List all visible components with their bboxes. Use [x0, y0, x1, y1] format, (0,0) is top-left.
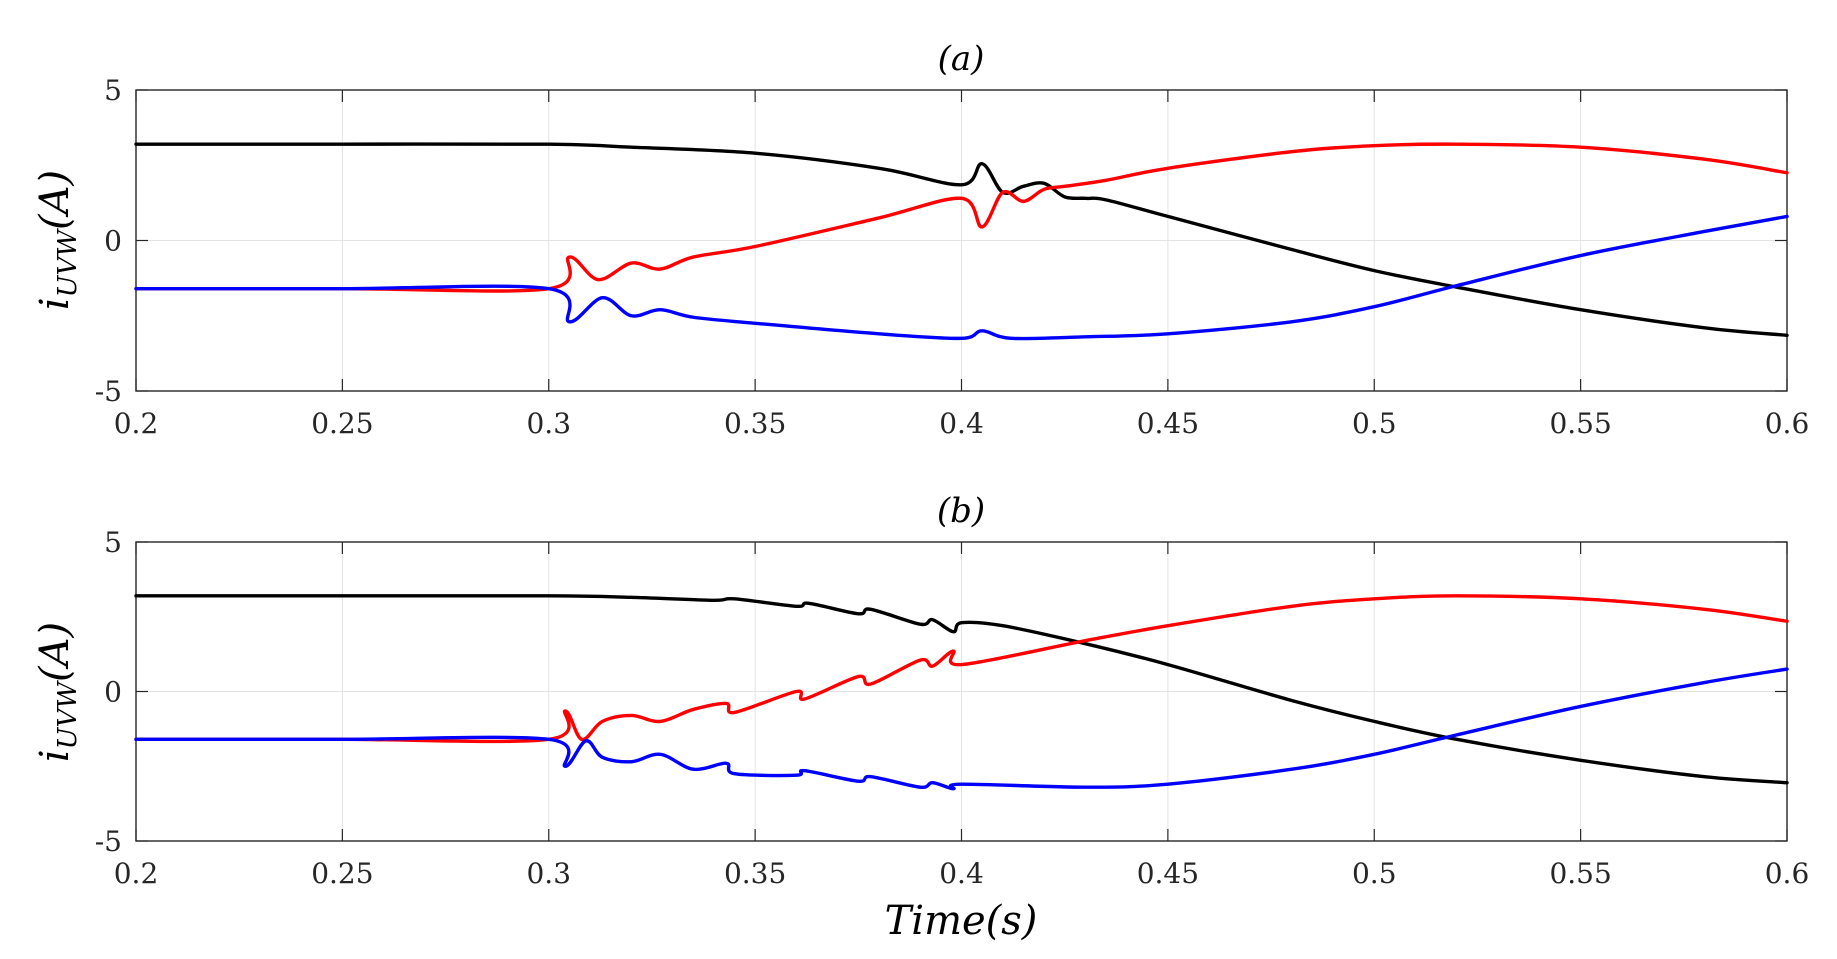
panel-b-x-tick-label: 0.2: [114, 857, 159, 890]
panel-b-x-axis-label: Time(s): [885, 898, 1038, 944]
panel-b-x-tick-label: 0.45: [1137, 857, 1199, 890]
panel-a-x-tick-label: 0.5: [1352, 407, 1397, 440]
panel-b-x-tick-label: 0.35: [724, 857, 786, 890]
panel-b-grid: [136, 542, 1787, 841]
panel-a-y-tick-label: -5: [95, 375, 122, 408]
panel-b-x-tick-label: 0.4: [939, 857, 984, 890]
panel-a-y-tick-label: 0: [104, 225, 122, 258]
panel-a: 0.2 0.25 0.3 0.35 0.4 0.45 0.5 0.55 0.650-5 (a) …: [32, 39, 1809, 440]
panel-b-y-tick-label: 5: [104, 526, 122, 559]
panel-b-title: (b): [937, 491, 985, 531]
panel-b-x-tick-label: 0.55: [1549, 857, 1611, 890]
panel-a-series: [134, 142, 1789, 341]
panel-a-series-red-line: [134, 142, 1789, 293]
panel-a-y-tick-label: 5: [104, 74, 122, 107]
panel-b-x-tick-label: 0.5: [1352, 857, 1397, 890]
panel-a-x-tick-label: 0.45: [1137, 407, 1199, 440]
panel-b-x-tick-label: 0.6: [1765, 857, 1810, 890]
panel-b-y-axis-label: iUVW(A): [32, 622, 83, 762]
panel-a-x-tick-label: 0.25: [311, 407, 373, 440]
panel-b-x-tick-label: 0.3: [526, 857, 571, 890]
panel-a-ticks: 0.2 0.25 0.3 0.35 0.4 0.45 0.5 0.55 0.6 5 0 -5: [95, 74, 1810, 440]
panel-a-x-tick-label: 0.3: [526, 407, 571, 440]
panel-a-x-tick-label: 0.2: [114, 407, 159, 440]
panel-a-x-tick-label: 0.6: [1765, 407, 1810, 440]
panel-a-title: (a): [938, 39, 985, 79]
panel-a-x-tick-label: 0.4: [939, 407, 984, 440]
panel-a-y-axis-label: iUVW(A): [32, 170, 83, 310]
panel-b-series-red-line: [134, 594, 1789, 744]
panel-b-series: [134, 594, 1789, 791]
panel-b-series-blue-line: [134, 667, 1789, 791]
panel-a-x-tick-label: 0.55: [1549, 407, 1611, 440]
panel-a-series-blue-line: [134, 214, 1789, 341]
panel-a-x-tick-label: 0.35: [724, 407, 786, 440]
panel-b-series-black-line: [134, 594, 1789, 785]
panel-b-y-tick-label: -5: [95, 825, 122, 858]
panel-b-y-tick-label: 0: [104, 676, 122, 709]
panel-b: 0.2 0.25 0.3 0.35 0.4 0.45 0.5 0.55 0.650-5 (b) …: [32, 491, 1809, 944]
panel-b-x-tick-label: 0.25: [311, 857, 373, 890]
panel-a-grid: [136, 90, 1787, 391]
panel-b-ticks: 0.2 0.25 0.3 0.35 0.4 0.45 0.5 0.55 0.6 5 0 -5: [95, 526, 1810, 890]
